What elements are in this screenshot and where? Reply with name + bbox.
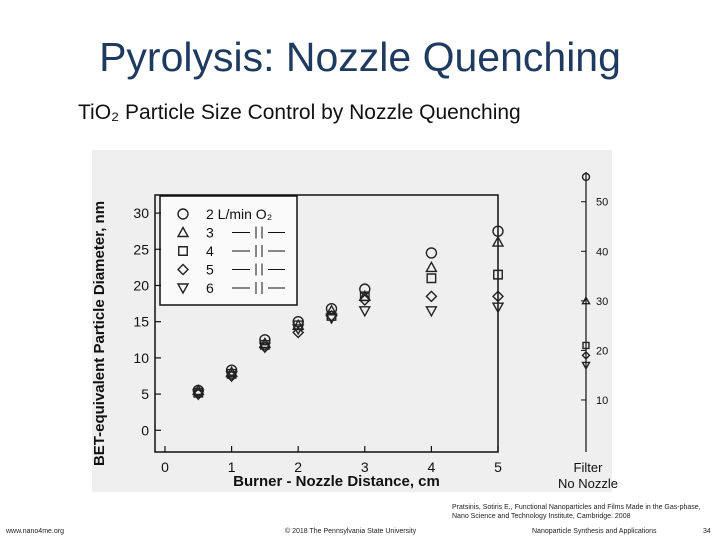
data-point [225,364,238,376]
footer-url: www.nano4me.org [6,528,64,535]
slide-title: Pyrolysis: Nozzle Quenching [99,34,621,80]
data-point [425,247,438,259]
data-point [258,342,272,354]
x-axis-label: Burner - Nozzle Distance, cm [233,473,440,490]
legend-marker [177,263,189,276]
data-point [358,293,371,306]
x-tick-label: 3 [361,459,369,475]
plot-frame [154,194,499,453]
legend-label: 6 [206,280,214,296]
filter-point [581,172,591,182]
footer-course: Nanoparticle Synthesis and Applications [532,528,657,535]
data-point [225,371,238,383]
data-point [192,389,205,401]
legend-label: 5 [206,262,214,278]
y2-tick-label: 30 [596,296,608,308]
filter-label: Filter [574,460,604,475]
y-tick-label: 15 [133,314,149,330]
page-number: 34 [703,528,711,535]
y2-tick-label: 50 [596,197,608,209]
y-tick-label: 5 [141,386,149,402]
y2-tick-label: 40 [596,246,608,258]
y2-tick-label: 10 [596,395,608,407]
x-tick-label: 1 [228,459,236,475]
legend-marker [177,208,189,220]
data-point [493,269,503,280]
y-axis-label: BET-equivalent Particle Diameter, nm [91,201,108,466]
legend-marker [176,226,190,238]
legend-label: 3 [206,225,214,241]
data-point [491,302,505,314]
data-point [491,235,505,247]
legend-label: 4 [206,243,214,259]
filter-sublabel: No Nozzle [558,476,618,491]
data-point [292,324,305,336]
y2-tick-label: 20 [596,345,608,357]
data-point [292,326,305,339]
filter-point [581,350,591,360]
data-point [358,306,371,318]
filter-point [581,361,591,371]
citation: Pratsinis, Sotiris E., Functional Nanopa… [452,504,701,520]
filter-point [581,295,591,305]
footer-copyright: © 2018 The Pennsylvania State University [285,528,417,535]
filter-point [582,341,590,350]
x-tick-label: 2 [294,459,302,475]
data-point [325,313,338,325]
y-tick-label: 25 [133,241,149,257]
x-tick-label: 0 [161,459,169,475]
data-point [425,260,438,273]
x-tick-label: 5 [494,459,502,475]
data-point [426,273,437,284]
x-tick-label: 4 [427,459,435,475]
data-point [425,290,438,303]
data-point [325,304,338,316]
data-point [259,334,271,346]
slide-subtitle: TiO₂ Particle Size Control by Nozzle Que… [78,101,521,124]
y-tick-label: 10 [133,350,149,366]
legend-marker [176,283,190,295]
y-tick-label: 20 [133,277,149,293]
data-point [492,290,504,303]
y-tick-label: 0 [141,422,149,438]
y-tick-label: 30 [133,205,149,221]
legend-label: 2 L/min O₂ [206,206,272,222]
data-point [425,306,438,318]
legend-marker [178,246,188,256]
